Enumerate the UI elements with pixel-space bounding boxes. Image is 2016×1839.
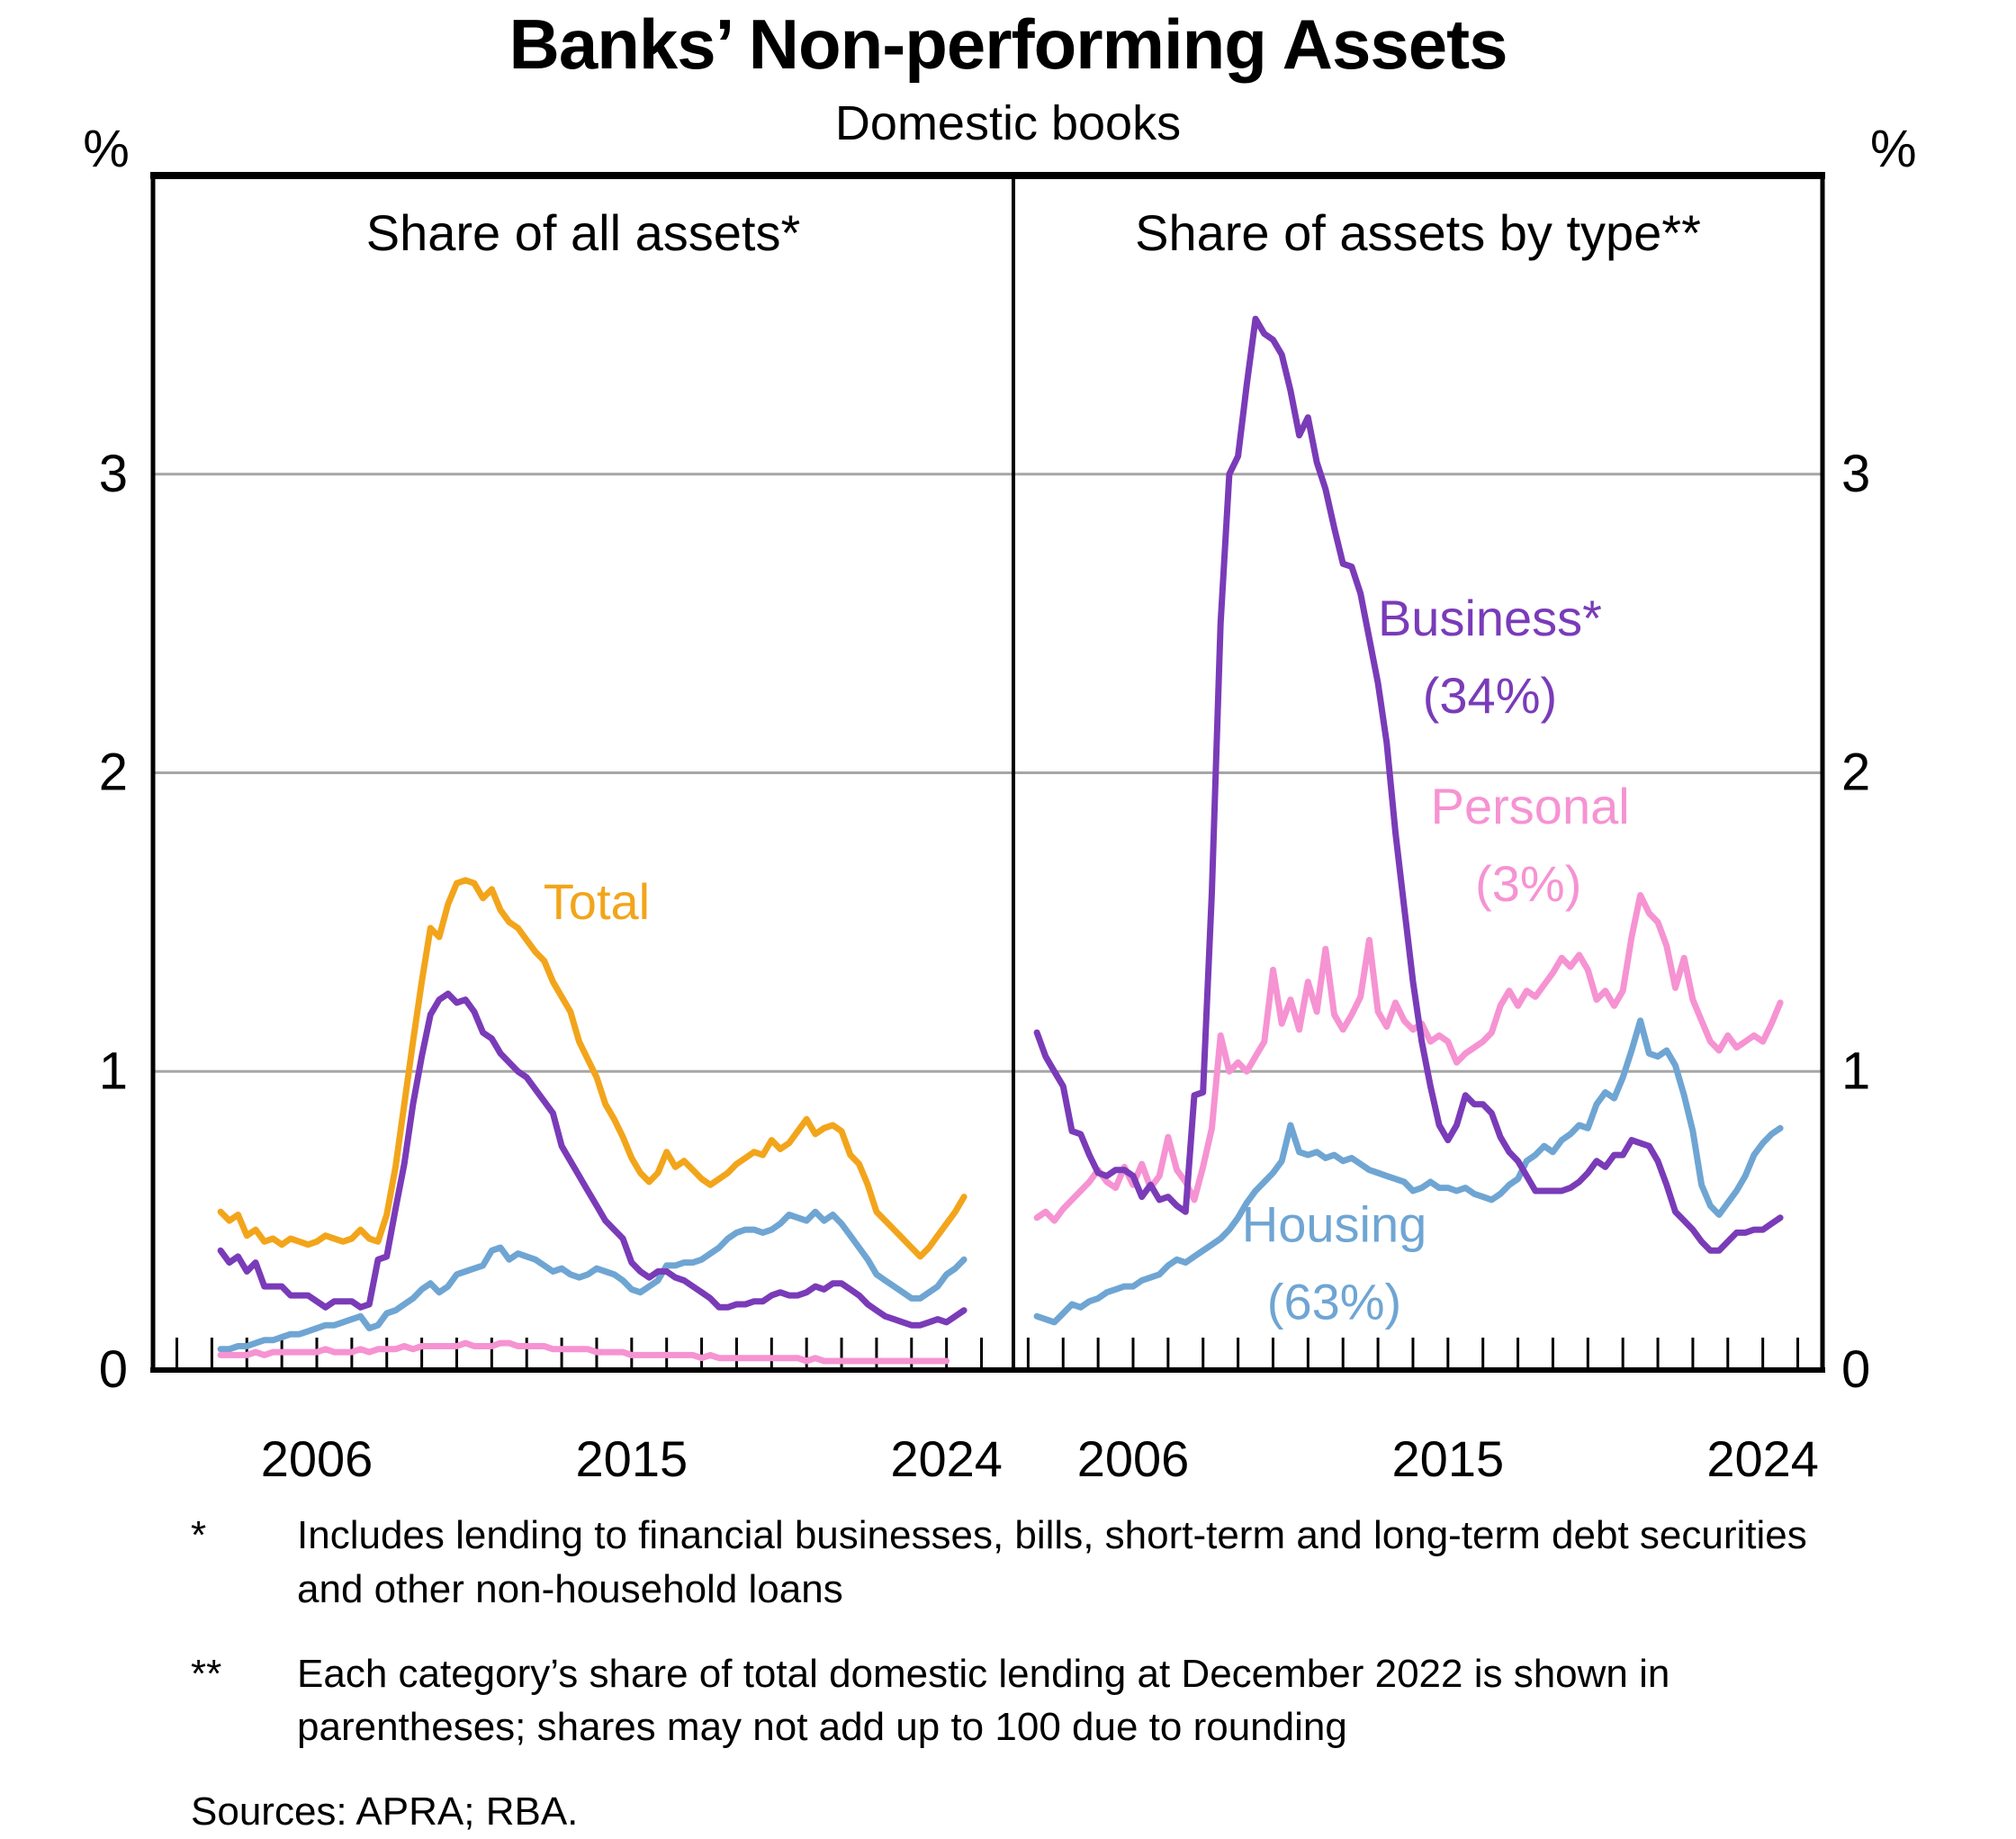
series-label-right-3: (3%) bbox=[1475, 855, 1581, 912]
y-label-right-3: 3 bbox=[1841, 445, 1870, 503]
series-line-right-business bbox=[1033, 315, 1784, 1254]
y-label-left-2: 2 bbox=[99, 744, 128, 802]
panel-heading-left: Share of all assets* bbox=[366, 204, 800, 261]
footnote-1-marker: * bbox=[191, 1513, 207, 1557]
y-unit-left: % bbox=[83, 120, 130, 178]
y-label-left-0: 0 bbox=[99, 1340, 128, 1399]
x-label-right-2006: 2006 bbox=[1077, 1430, 1190, 1487]
sources-note: Sources: APRA; RBA. bbox=[191, 1789, 579, 1834]
y-label-left-3: 3 bbox=[99, 445, 128, 503]
series-line-left-personal bbox=[217, 1339, 950, 1365]
series-line-right-housing bbox=[1033, 1017, 1784, 1326]
footnote-2-marker: ** bbox=[191, 1651, 222, 1696]
y-unit-right: % bbox=[1870, 120, 1917, 178]
footnotes-block: * Includes lending to financial business… bbox=[191, 1509, 1865, 1839]
footnote-2: ** Each category’s share of total domest… bbox=[191, 1647, 1865, 1755]
panel-heading-right: Share of assets by type** bbox=[1135, 204, 1701, 261]
y-label-right-1: 1 bbox=[1841, 1041, 1870, 1100]
series-label-right-0: Business* bbox=[1378, 590, 1602, 646]
series-line-right-personal bbox=[1033, 892, 1784, 1224]
x-label-right-2024: 2024 bbox=[1706, 1430, 1819, 1487]
series-label-right-1: (34%) bbox=[1423, 667, 1557, 724]
footnote-2-text: Each category’s share of total domestic … bbox=[297, 1651, 1670, 1750]
series-label-right-2: Personal bbox=[1431, 778, 1630, 834]
chart-subtitle: Domestic books bbox=[834, 96, 1182, 150]
x-label-right-2015: 2015 bbox=[1392, 1430, 1505, 1487]
footnote-1-text: Includes lending to financial businesses… bbox=[297, 1513, 1807, 1611]
footnote-1: * Includes lending to financial business… bbox=[191, 1509, 1865, 1617]
y-label-right-2: 2 bbox=[1841, 744, 1870, 802]
series-line-left-total bbox=[217, 877, 968, 1260]
series-label-right-4: Housing bbox=[1242, 1195, 1426, 1252]
y-label-right-0: 0 bbox=[1841, 1340, 1870, 1399]
x-label-left-2024: 2024 bbox=[890, 1430, 1003, 1487]
x-label-left-2015: 2015 bbox=[576, 1430, 688, 1487]
chart-title: Banks’ Non-performing Assets bbox=[508, 5, 1508, 84]
x-label-left-2006: 2006 bbox=[261, 1430, 374, 1487]
y-label-left-1: 1 bbox=[99, 1041, 128, 1100]
series-line-left-business bbox=[217, 990, 968, 1329]
series-line-left-housing bbox=[217, 1208, 968, 1353]
series-label-right-5: (63%) bbox=[1267, 1274, 1401, 1330]
series-label-left-0: Total bbox=[544, 873, 650, 930]
